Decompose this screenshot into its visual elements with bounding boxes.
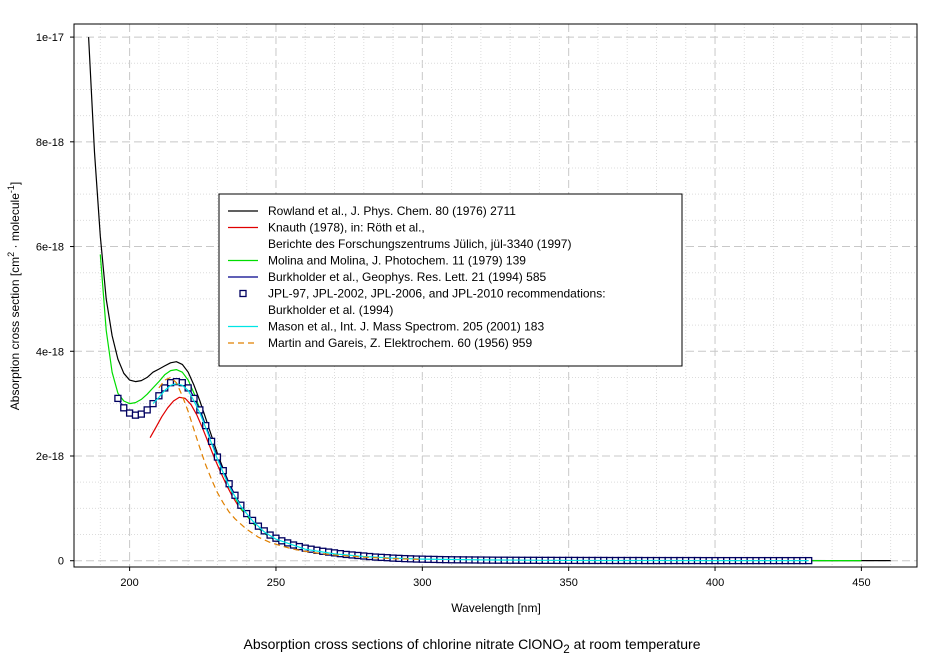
legend-item-5: Mason et al., Int. J. Mass Spectrom. 205… (228, 320, 544, 334)
legend-swatch (239, 289, 247, 298)
data-point-marker (137, 410, 145, 418)
legend-label: Burkholder et al., Geophys. Res. Lett. 2… (268, 270, 546, 284)
figure-caption: Absorption cross sections of chlorine ni… (0, 636, 944, 656)
legend: Rowland et al., J. Phys. Chem. 80 (1976)… (218, 193, 683, 367)
legend-label: Martin and Gareis, Z. Elektrochem. 60 (1… (268, 336, 532, 350)
series-1 (149, 396, 248, 517)
series-4 (114, 377, 813, 565)
y-axis-ticks: 0 2e-18 4e-18 6e-18 8e-18 1e-17 (36, 32, 74, 568)
caption-subscript: 2 (563, 642, 570, 656)
legend-item-3: Burkholder et al., Geophys. Res. Lett. 2… (228, 270, 546, 284)
grid (74, 24, 917, 567)
y-axis-label-sup2: -1 (6, 185, 16, 193)
data-point-marker (114, 394, 122, 403)
x-tick-label: 350 (559, 577, 577, 589)
y-axis-label-main: Absorption cross section [cm (8, 257, 22, 410)
legend-item-4: JPL-97, JPL-2002, JPL-2006, and JPL-2010… (239, 287, 606, 317)
y-tick-label: 0 (58, 556, 64, 568)
series-line (152, 383, 809, 562)
legend-label: JPL-97, JPL-2002, JPL-2006, and JPL-2010… (268, 287, 606, 301)
caption-text: Absorption cross sections of chlorine ni… (243, 636, 564, 652)
series-layer (88, 37, 891, 565)
y-tick-label: 8e-18 (36, 137, 64, 149)
series-line (149, 396, 248, 517)
series-6 (158, 376, 423, 560)
data-point-marker (120, 404, 128, 412)
legend-item-6: Martin and Gareis, Z. Elektrochem. 60 (1… (228, 336, 532, 350)
x-tick-label: 300 (413, 577, 431, 589)
y-axis-label: Absorption cross section [cm2 · molecule… (6, 182, 22, 410)
x-axis-label: Wavelength [nm] (451, 601, 541, 615)
legend-label: Knauth (1978), in: Röth et al., (268, 221, 425, 235)
x-tick-label: 250 (267, 577, 285, 589)
y-axis-label-sup1: 2 (6, 252, 16, 257)
legend-label: Mason et al., Int. J. Mass Spectrom. 205… (268, 320, 544, 334)
y-axis-label-mid: · molecule (8, 193, 22, 252)
legend-item-0: Rowland et al., J. Phys. Chem. 80 (1976)… (228, 204, 516, 218)
legend-label-line2: Burkholder et al. (1994) (268, 303, 393, 317)
y-tick-label: 2e-18 (36, 451, 64, 463)
legend-label: Molina and Molina, J. Photochem. 11 (197… (268, 254, 526, 268)
legend-label: Rowland et al., J. Phys. Chem. 80 (1976)… (268, 204, 516, 218)
legend-item-1: Knauth (1978), in: Röth et al., Berichte … (228, 221, 571, 251)
series-line (158, 376, 423, 560)
series-5 (152, 383, 809, 562)
x-tick-label: 200 (120, 577, 138, 589)
y-tick-label: 4e-18 (36, 346, 64, 358)
y-axis-label-end: ] (8, 182, 22, 185)
caption-suffix: at room temperature (569, 636, 701, 652)
legend-item-2: Molina and Molina, J. Photochem. 11 (197… (228, 254, 526, 268)
legend-box (218, 193, 683, 367)
legend-label-line2: Berichte des Forschungszentrums Jülich, … (268, 237, 571, 251)
data-point-marker (131, 411, 140, 419)
data-point-marker (260, 527, 268, 535)
x-tick-label: 400 (706, 577, 724, 589)
x-axis-ticks: 200 250 300 350 400 450 (120, 567, 871, 589)
x-tick-label: 450 (852, 577, 870, 589)
data-point-marker (143, 406, 151, 414)
data-point-marker (155, 392, 163, 400)
y-tick-label: 6e-18 (36, 242, 64, 254)
y-tick-label: 1e-17 (36, 32, 64, 44)
data-point-marker (125, 409, 134, 417)
plot-frame (73, 23, 918, 568)
